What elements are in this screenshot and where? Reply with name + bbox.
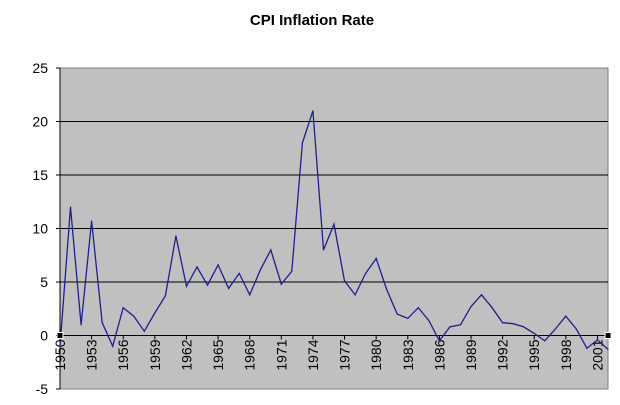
x-tick-label: 1983 (400, 339, 416, 370)
x-tick-label: 2001 (589, 339, 605, 370)
data-point (470, 306, 472, 308)
x-axis: 1950 1953 1956 1959 1962 1965 1968 1971 1974 1977… (52, 335, 608, 371)
y-tick-label: 10 (32, 221, 48, 237)
data-point (238, 272, 240, 275)
data-point (480, 294, 483, 296)
data-point (407, 317, 409, 319)
data-point (544, 340, 546, 342)
data-point (417, 307, 419, 309)
data-point (554, 328, 556, 330)
y-tick-label: -5 (36, 381, 49, 397)
data-point (343, 280, 346, 282)
x-tick-label: 1974 (305, 339, 321, 370)
data-point (459, 324, 462, 326)
data-point (449, 326, 451, 328)
data-point (59, 345, 61, 347)
x-tick-label: 1995 (526, 339, 542, 370)
data-point (280, 283, 282, 285)
data-point (586, 347, 588, 349)
data-point (91, 220, 93, 222)
data-point (502, 322, 504, 324)
series-group (59, 110, 609, 351)
y-tick-label: 5 (40, 274, 48, 290)
x-tick-label: 1953 (84, 339, 100, 370)
data-point (565, 315, 567, 317)
x-tick-label: 1965 (210, 339, 226, 370)
data-point (333, 223, 335, 225)
x-tick-label: 1971 (273, 339, 289, 370)
data-point (217, 264, 219, 266)
data-point (386, 288, 388, 291)
axis-handle-right (604, 332, 612, 339)
data-point (607, 348, 609, 351)
x-tick-label: 1989 (463, 339, 479, 370)
data-point (301, 142, 303, 144)
data-point (396, 313, 398, 315)
selection-handles (56, 332, 612, 339)
axis-handle-left (56, 332, 64, 339)
data-point (80, 324, 82, 326)
data-point (375, 257, 377, 260)
data-point (575, 328, 577, 330)
data-point (249, 294, 251, 296)
y-tick-label: 20 (32, 114, 48, 130)
x-tick-label: 1956 (115, 339, 131, 370)
data-point (512, 323, 514, 325)
x-tick-label: 1980 (368, 339, 384, 370)
chart-title: CPI Inflation Rate (250, 12, 374, 29)
data-point (270, 249, 272, 251)
data-point (354, 294, 356, 296)
x-tick-label: 1986 (431, 339, 447, 370)
data-point (122, 307, 124, 309)
data-point (196, 266, 198, 268)
y-tick-label: 15 (32, 167, 48, 183)
x-tick-label: 1968 (242, 339, 258, 370)
x-tick-label: 1962 (178, 339, 194, 370)
data-point (312, 110, 314, 112)
data-point (322, 249, 325, 251)
data-point (143, 330, 145, 332)
x-tick-label: 1992 (495, 339, 511, 370)
data-point (185, 285, 188, 287)
data-point (438, 340, 440, 342)
x-tick-label: 1950 (52, 339, 68, 370)
x-tick-label: 1998 (558, 339, 574, 370)
x-tick-label: 1959 (147, 339, 163, 370)
data-point (491, 307, 493, 309)
data-point (112, 345, 114, 347)
y-tick-label: 25 (32, 60, 48, 76)
data-point (154, 312, 156, 314)
data-point (164, 295, 166, 297)
data-point (206, 284, 209, 286)
data-point (133, 315, 135, 317)
data-point (428, 319, 430, 322)
data-point (596, 339, 599, 341)
data-point (259, 269, 261, 271)
data-point (365, 272, 367, 275)
data-point (101, 322, 103, 324)
data-point (533, 332, 535, 334)
data-point (175, 235, 177, 237)
x-tick-label: 1977 (337, 339, 353, 370)
data-point (523, 326, 525, 328)
data-point (291, 270, 293, 272)
data-point (69, 206, 72, 208)
data-point (228, 287, 230, 290)
y-tick-label: 0 (40, 328, 48, 344)
